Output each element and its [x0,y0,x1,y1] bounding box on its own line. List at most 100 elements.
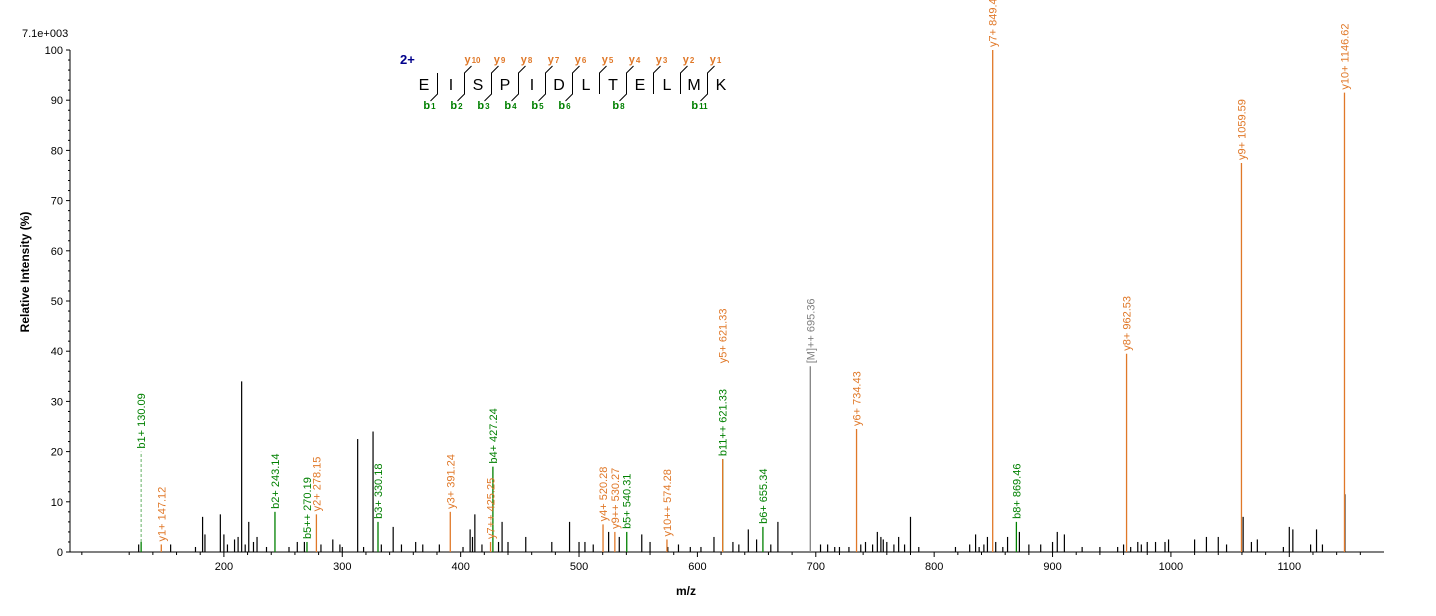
y-ion-label: y2 [683,54,695,66]
b-ion-mark [511,73,519,102]
peak-label: y5+ 621.33 [718,309,730,364]
y-tick-label: 40 [51,346,63,358]
peak-label: b5+ 540.31 [622,474,634,529]
peak-label: b6+ 655.34 [758,469,770,524]
y-ion-label: y6 [575,54,587,66]
b-ion-label: b8 [612,100,625,112]
b-ion-mark [484,73,492,102]
y-ion-mark [626,65,634,94]
peak-label: y8+ 962.53 [1122,296,1134,351]
peak-label: y10+ 1146.62 [1339,23,1351,89]
x-tick-label: 1100 [1277,561,1301,573]
residue-letter: D [553,77,565,94]
residue-letter: T [608,77,618,94]
x-tick-label: 500 [570,561,588,573]
x-tick-label: 400 [451,561,469,573]
peak-label: y9+ 1059.59 [1236,99,1248,160]
peak-label: y3+ 391.24 [445,454,457,509]
b-ion-mark [457,73,465,102]
peak-label: y9++ 530.27 [610,468,622,529]
y-tick-label: 70 [51,196,63,208]
residue-letter: K [716,77,727,94]
b-ion-mark [430,73,438,102]
y-tick-label: 30 [51,396,63,408]
b-ion-label: b2 [450,100,463,112]
residue-letter: E [635,77,646,94]
y-tick-label: 90 [51,95,63,107]
peak-label: y7+ 849.45 [988,0,1000,47]
y-ion-mark [680,65,688,94]
peak-label: b1+ 130.09 [136,393,148,448]
peak-label: y4+ 520.28 [598,467,610,522]
y-tick-label: 10 [51,497,63,509]
y-ion-label: y9 [494,54,506,66]
residue-letter: I [530,77,534,94]
x-tick-label: 600 [688,561,706,573]
peak-label: b3+ 330.18 [373,464,385,519]
y-ion-label: y3 [656,54,668,66]
peak-label: b11++ 621.33 [718,389,730,456]
peak-label: [M]++ 695.36 [805,298,817,363]
x-tick-label: 200 [215,561,233,573]
y-ion-mark [707,65,715,94]
y-tick-label: 20 [51,447,63,459]
peak-label: y2+ 278.15 [311,457,323,512]
residue-letter: I [449,77,453,94]
b-ion-mark [538,73,546,102]
residue-letter: M [687,77,700,94]
charge-label: 2+ [400,52,415,67]
x-tick-label: 300 [333,561,351,573]
peaks [138,50,1346,552]
y-tick-label: 0 [57,547,63,559]
peak-label: b4+ 427.24 [488,408,500,463]
b-ion-label: b1 [423,100,436,112]
b-ion-mark [700,73,708,102]
peak-labels: b1+ 130.09 y1+ 147.12 b2+ 243.14 b5++ 270.1… [136,0,1351,541]
b-ion-label: b6 [558,100,571,112]
y-ion-label: y1 [710,54,722,66]
peak-label: b8+ 869.46 [1011,464,1023,519]
max-intensity-label: 7.1e+003 [22,28,68,40]
b-ion-label: b3 [477,100,490,112]
b-ion-label: b11 [691,100,708,112]
peak-label: y1+ 147.12 [156,487,168,542]
b-ion-mark [619,73,627,102]
y-tick-label: 80 [51,145,63,157]
y-ion-mark [572,65,580,94]
peak-label: b2+ 243.14 [270,453,282,508]
y-ion-label: y8 [521,54,533,66]
x-tick-label: 700 [807,561,825,573]
y-ion-label: y4 [629,54,641,66]
y-ion-label: y7 [548,54,560,66]
residue-letter: L [582,77,591,94]
residue-letter: P [500,77,511,94]
y-tick-label: 50 [51,296,63,308]
y-tick-label: 60 [51,246,63,258]
y-ion-mark [491,65,499,94]
y-ion-label: y5 [602,54,614,66]
peak-label: b5++ 270.19 [302,477,314,539]
y-ion-mark [653,65,661,94]
y-tick-label: 100 [45,45,63,57]
y-ion-mark [518,65,526,94]
residue-letter: L [663,77,672,94]
x-tick-label: 800 [925,561,943,573]
residue-letter: E [419,77,430,94]
b-ion-mark [565,73,573,102]
y-ion-mark [464,65,472,94]
x-tick-label: 1000 [1159,561,1183,573]
y-axis-label: Relative Intensity (%) [18,212,32,333]
peak-label: y6+ 734.43 [852,371,864,426]
peak-label: y10++ 574.28 [662,469,674,536]
b-ion-label: b5 [531,100,544,112]
y-ion-mark [545,65,553,94]
x-axis-label: m/z [676,584,696,598]
y-ion-mark [599,65,607,94]
y-ion-label: y10 [464,54,481,66]
residue-letter: S [473,77,484,94]
peak-label: y7++ 425.25 [486,478,498,539]
b-ion-label: b4 [504,100,517,112]
